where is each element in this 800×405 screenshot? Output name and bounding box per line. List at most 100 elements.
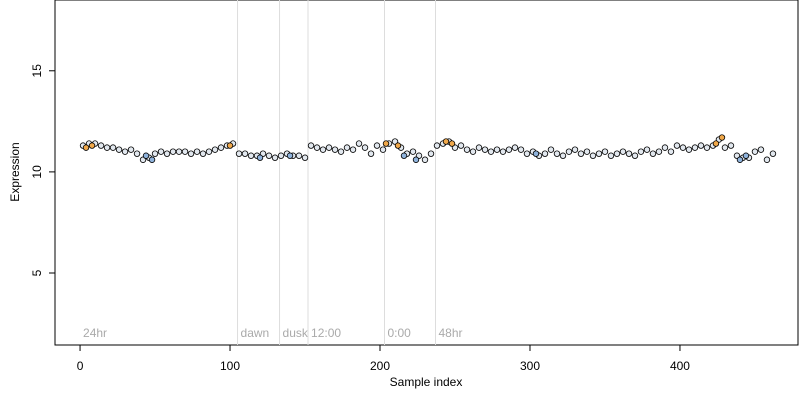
point xyxy=(277,152,285,159)
point xyxy=(643,146,651,153)
point xyxy=(121,148,129,155)
point xyxy=(133,150,141,157)
point xyxy=(349,146,357,153)
point xyxy=(667,148,675,155)
point xyxy=(457,142,465,149)
point xyxy=(697,142,705,149)
point xyxy=(685,146,693,153)
point xyxy=(649,150,657,157)
point xyxy=(571,146,579,153)
marker-label: 12:00 xyxy=(311,326,341,340)
point xyxy=(505,146,513,153)
point xyxy=(421,156,429,163)
point xyxy=(625,150,633,157)
point xyxy=(256,154,264,161)
point xyxy=(157,148,165,155)
point xyxy=(355,140,363,147)
point xyxy=(607,152,615,159)
point xyxy=(763,156,771,163)
point xyxy=(148,156,156,163)
x-tick-label: 0 xyxy=(77,359,84,373)
point xyxy=(142,152,150,159)
point xyxy=(673,142,681,149)
point xyxy=(211,146,219,153)
point xyxy=(109,144,117,151)
point xyxy=(736,156,744,163)
point xyxy=(475,144,483,151)
point xyxy=(637,148,645,155)
point xyxy=(301,154,309,161)
point xyxy=(589,152,597,159)
point xyxy=(769,150,777,157)
y-axis-label: Expression xyxy=(8,142,22,201)
point xyxy=(703,144,711,151)
point xyxy=(295,152,303,159)
point xyxy=(517,146,525,153)
point xyxy=(325,144,333,151)
marker-label: dusk xyxy=(283,326,309,340)
point xyxy=(469,148,477,155)
point xyxy=(631,152,639,159)
point xyxy=(235,150,243,157)
point xyxy=(286,152,294,159)
point xyxy=(433,142,441,149)
point xyxy=(379,146,387,153)
point xyxy=(382,140,390,147)
point xyxy=(511,144,519,151)
x-tick-label: 100 xyxy=(220,359,240,373)
point xyxy=(400,152,408,159)
point xyxy=(448,140,456,147)
point xyxy=(523,150,531,157)
point xyxy=(559,152,567,159)
point xyxy=(163,150,171,157)
x-tick-label: 300 xyxy=(520,359,540,373)
point xyxy=(115,146,123,153)
point xyxy=(721,144,729,151)
point xyxy=(742,152,750,159)
point xyxy=(193,148,201,155)
point xyxy=(241,150,249,157)
point xyxy=(103,144,111,151)
point xyxy=(88,142,96,149)
plot-frame xyxy=(54,0,799,346)
y-tick-label: 10 xyxy=(30,165,44,179)
y-tick-label: 15 xyxy=(30,64,44,78)
point xyxy=(226,142,234,149)
point xyxy=(187,150,195,157)
point xyxy=(442,138,450,145)
point xyxy=(481,146,489,153)
point xyxy=(373,142,381,149)
point xyxy=(361,144,369,151)
point xyxy=(499,148,507,155)
point xyxy=(319,146,327,153)
point xyxy=(661,144,669,151)
marker-label: 0:00 xyxy=(388,326,412,340)
point xyxy=(337,148,345,155)
point xyxy=(394,142,402,149)
marker-label: 24hr xyxy=(83,326,107,340)
point xyxy=(565,148,573,155)
point xyxy=(127,146,135,153)
point xyxy=(613,150,621,157)
point xyxy=(532,150,540,157)
point xyxy=(205,148,213,155)
point xyxy=(463,146,471,153)
point xyxy=(169,148,177,155)
point xyxy=(595,150,603,157)
point xyxy=(199,150,207,157)
point xyxy=(619,148,627,155)
point xyxy=(412,156,420,163)
point xyxy=(751,148,759,155)
point xyxy=(247,152,255,159)
point xyxy=(82,144,90,151)
point xyxy=(271,154,279,161)
point xyxy=(313,144,321,151)
point xyxy=(655,148,663,155)
point xyxy=(727,142,735,149)
point xyxy=(547,146,555,153)
point xyxy=(307,142,315,149)
point xyxy=(583,148,591,155)
point xyxy=(577,150,585,157)
point xyxy=(541,150,549,157)
point xyxy=(553,150,561,157)
